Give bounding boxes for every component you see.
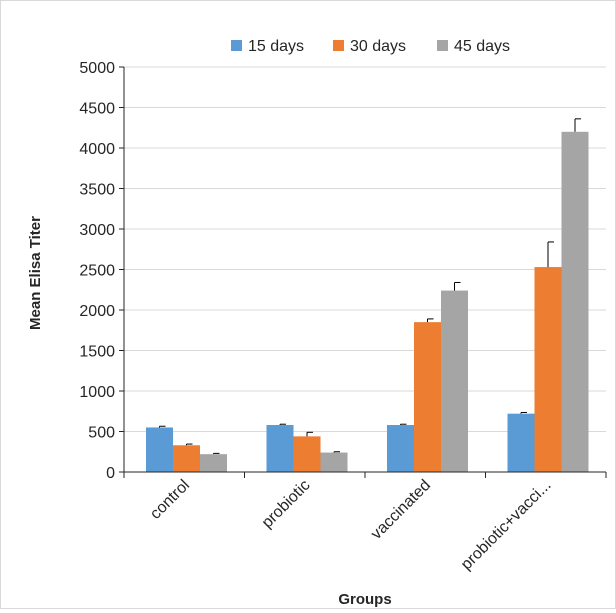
y-tick-label: 500: [88, 425, 115, 442]
bar: [534, 267, 562, 472]
y-tick-label: 0: [106, 465, 115, 482]
bar: [414, 322, 441, 472]
y-tick-labels: 0 500 1000 1500 2000 2500 3000 3500 4000 4500 5000: [79, 60, 115, 482]
y-tick-label: 3500: [79, 182, 115, 199]
bar: [561, 131, 589, 473]
x-tick-label: control: [147, 477, 193, 523]
bar: [441, 290, 468, 472]
bar: [146, 427, 173, 472]
x-axis-title: Groups: [338, 591, 391, 608]
y-tick-label: 4500: [79, 101, 115, 118]
y-axis-title: Mean Elisa Titer: [27, 216, 44, 330]
bar: [200, 454, 227, 472]
x-tick-label: probiotic+vacci...: [458, 477, 555, 574]
bar: [266, 425, 294, 472]
bar: [387, 425, 414, 472]
legend-swatch: [231, 40, 242, 51]
legend-label: 45 days: [454, 38, 510, 55]
y-tick-label: 2500: [79, 263, 115, 280]
legend: 15 days 30 days 45 days: [231, 38, 510, 55]
y-tick-label: 1000: [79, 384, 115, 401]
legend-label: 30 days: [350, 38, 406, 55]
gridlines: [119, 66, 606, 473]
y-tick-label: 4000: [79, 141, 115, 158]
y-tick-label: 1500: [79, 344, 115, 361]
x-tick-label: probiotic: [259, 477, 314, 532]
legend-swatch: [437, 40, 448, 51]
x-tick-labels: control probiotic vaccinated probiotic+vacc…: [147, 477, 554, 574]
bar: [173, 445, 200, 472]
bar: [507, 413, 535, 472]
x-tick-label: vaccinated: [368, 477, 434, 543]
y-tick-label: 5000: [79, 60, 115, 77]
y-tick-label: 3000: [79, 222, 115, 239]
legend-swatch: [333, 40, 344, 51]
y-tick-label: 2000: [79, 303, 115, 320]
axes: [123, 67, 607, 478]
bar: [320, 452, 348, 472]
error-bars: [159, 118, 581, 455]
bars: [146, 131, 589, 473]
legend-label: 15 days: [248, 38, 304, 55]
bar: [293, 436, 321, 472]
